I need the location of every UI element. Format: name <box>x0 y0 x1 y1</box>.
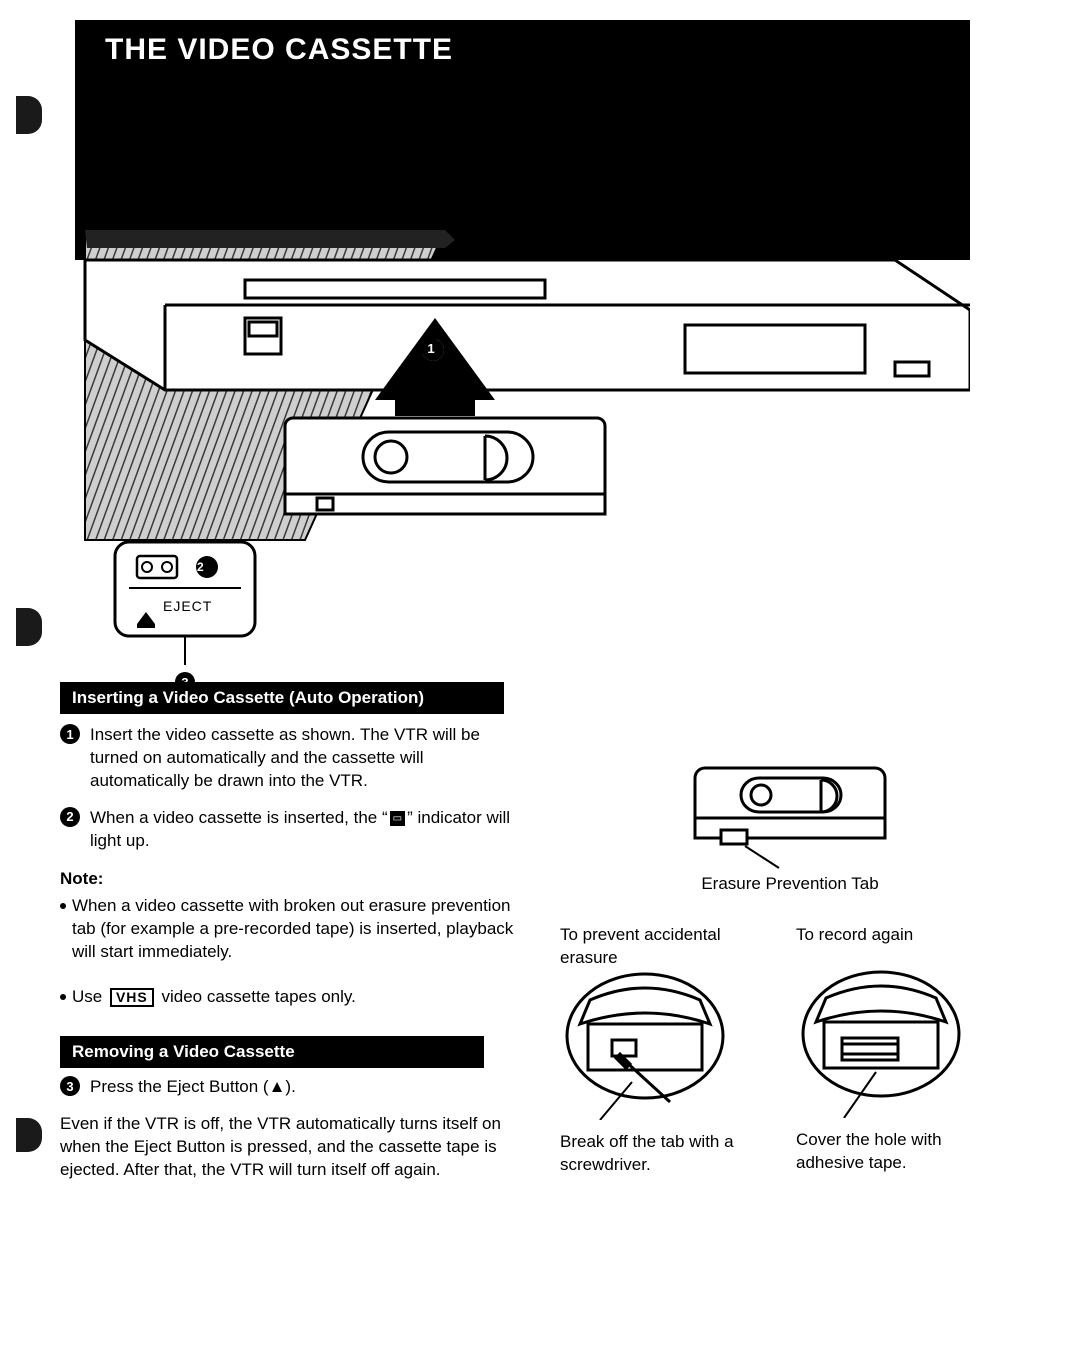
note-bullet-2b: video cassette tapes only. <box>157 987 356 1006</box>
erasure-tab-label: Erasure Prevention Tab <box>560 873 1020 896</box>
prevent-heading: To prevent accidental erasure <box>560 924 760 970</box>
callout-1-badge: 1 <box>421 338 441 358</box>
page-title: THE VIDEO CASSETTE <box>75 20 970 80</box>
right-column: Erasure Prevention Tab To prevent accide… <box>560 760 1020 1177</box>
page-tab-icon <box>16 96 42 134</box>
hero-illustration: 1 2 EJECT 3 <box>75 80 970 665</box>
step-1-text: Insert the video cassette as shown. The … <box>90 724 520 793</box>
note-bullet-2: Use VHS video cassette tapes only. <box>72 986 356 1009</box>
left-column: Inserting a Video Cassette (Auto Operati… <box>60 682 530 1182</box>
indicator-badge-2-num: 2 <box>197 560 204 574</box>
eject-label: EJECT <box>163 598 212 614</box>
removing-heading: Removing a Video Cassette <box>60 1036 484 1068</box>
vcr-diagram-icon <box>75 80 970 665</box>
break-tab-icon <box>560 970 730 1120</box>
vhs-logo-icon: VHS <box>110 988 154 1007</box>
note-bullet-1: When a video cassette with broken out er… <box>72 895 522 964</box>
step-3-text: Press the Eject Button (▲). <box>90 1076 296 1099</box>
step-2-num: 2 <box>66 809 73 824</box>
step-1-badge: 1 <box>60 724 80 744</box>
step-1-num: 1 <box>66 727 73 742</box>
cassette-indicator-icon: ▭ <box>390 811 405 827</box>
step-2-badge: 2 <box>60 807 80 827</box>
inserting-heading: Inserting a Video Cassette (Auto Operati… <box>60 682 504 714</box>
removing-para: Even if the VTR is off, the VTR automati… <box>60 1113 520 1182</box>
cassette-tab-icon <box>685 760 895 870</box>
step-2-text-a: When a video cassette is inserted, the “ <box>90 808 388 827</box>
bullet-icon <box>60 994 66 1000</box>
bullet-icon <box>60 903 66 909</box>
record-heading: To record again <box>796 924 996 968</box>
page-title-text: THE VIDEO CASSETTE <box>105 33 453 67</box>
step-2-text: When a video cassette is inserted, the “… <box>90 807 520 853</box>
cover-tab-icon <box>796 968 966 1118</box>
step-3-badge: 3 <box>60 1076 80 1096</box>
removing-heading-text: Removing a Video Cassette <box>72 1042 295 1061</box>
note-label: Note: <box>60 869 530 889</box>
page-tab-icon <box>16 1118 42 1152</box>
page-tab-icon <box>16 608 42 646</box>
note-bullet-2a: Use <box>72 987 107 1006</box>
erasure-tab-figure: Erasure Prevention Tab <box>560 760 1020 896</box>
step-3-num: 3 <box>66 1079 73 1094</box>
manual-page: THE VIDEO CASSETTE <box>0 0 1080 1353</box>
record-caption: Cover the hole with adhesive tape. <box>796 1129 986 1175</box>
callout-1-num: 1 <box>427 341 434 356</box>
prevent-caption: Break off the tab with a screwdriver. <box>560 1131 750 1177</box>
inserting-heading-text: Inserting a Video Cassette (Auto Operati… <box>72 688 424 707</box>
